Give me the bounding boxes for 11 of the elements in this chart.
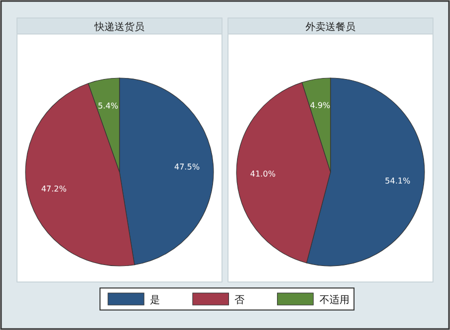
chart-title: 外卖送餐员 [306, 21, 356, 33]
data-label: 47.5% [174, 162, 200, 172]
data-label: 41.0% [250, 170, 276, 179]
legend-label: 是 [150, 295, 160, 306]
data-label: 54.1% [384, 176, 411, 186]
legend-label: 否 [234, 295, 245, 306]
legend-label: 不适用 [319, 294, 350, 306]
data-label: 4.9% [310, 101, 331, 110]
data-label: 5.4% [98, 101, 119, 110]
data-label: 47.2% [41, 184, 68, 194]
chart-title: 快递送货员 [94, 21, 144, 33]
